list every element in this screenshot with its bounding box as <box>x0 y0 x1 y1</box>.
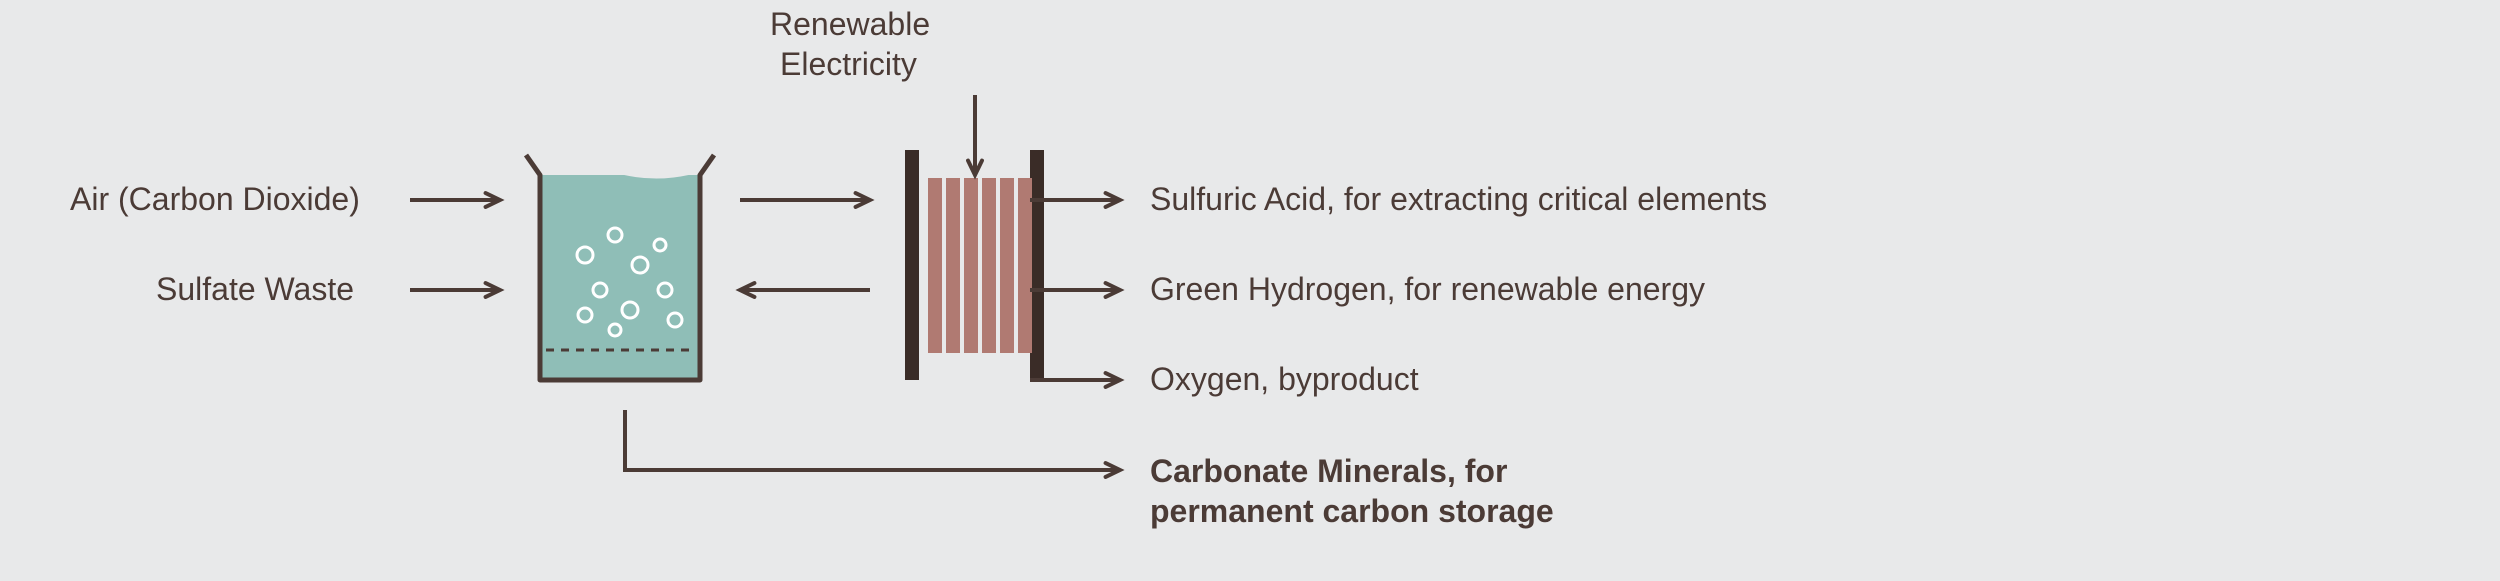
cell-plate-2 <box>964 178 978 353</box>
electrolysis-cell <box>905 150 1044 380</box>
electrode-left <box>905 150 919 380</box>
arrow-air <box>410 193 500 207</box>
cell-plate-0 <box>928 178 942 353</box>
label-out-sulfuric: Sulfuric Acid, for extracting critical e… <box>1150 181 1767 217</box>
arrow-renewable <box>968 95 982 175</box>
label-out-hydrogen: Green Hydrogen, for renewable energy <box>1150 271 1705 307</box>
label-renewable-1: Renewable <box>770 6 930 42</box>
label-carbonate-1: Carbonate Minerals, for <box>1150 453 1507 489</box>
beaker-vessel <box>526 155 714 380</box>
cell-plate-5 <box>1018 178 1032 353</box>
label-air: Air (Carbon Dioxide) <box>70 181 360 217</box>
label-sulfate-waste: Sulfate Waste <box>156 271 354 307</box>
cell-plate-4 <box>1000 178 1014 353</box>
electrode-right <box>1030 150 1044 380</box>
arrow-sulfate <box>410 283 500 297</box>
label-carbonate-2: permanent carbon storage <box>1150 493 1554 529</box>
cell-plate-1 <box>946 178 960 353</box>
label-out-oxygen: Oxygen, byproduct <box>1150 361 1419 397</box>
label-renewable-2: Electricity <box>780 46 917 82</box>
beaker-liquid <box>540 168 700 380</box>
arrow-beaker-to-cell <box>740 193 870 207</box>
cell-plate-3 <box>982 178 996 353</box>
arrow-cell-to-beaker <box>740 283 870 297</box>
arrow-carbonate <box>625 410 1120 477</box>
